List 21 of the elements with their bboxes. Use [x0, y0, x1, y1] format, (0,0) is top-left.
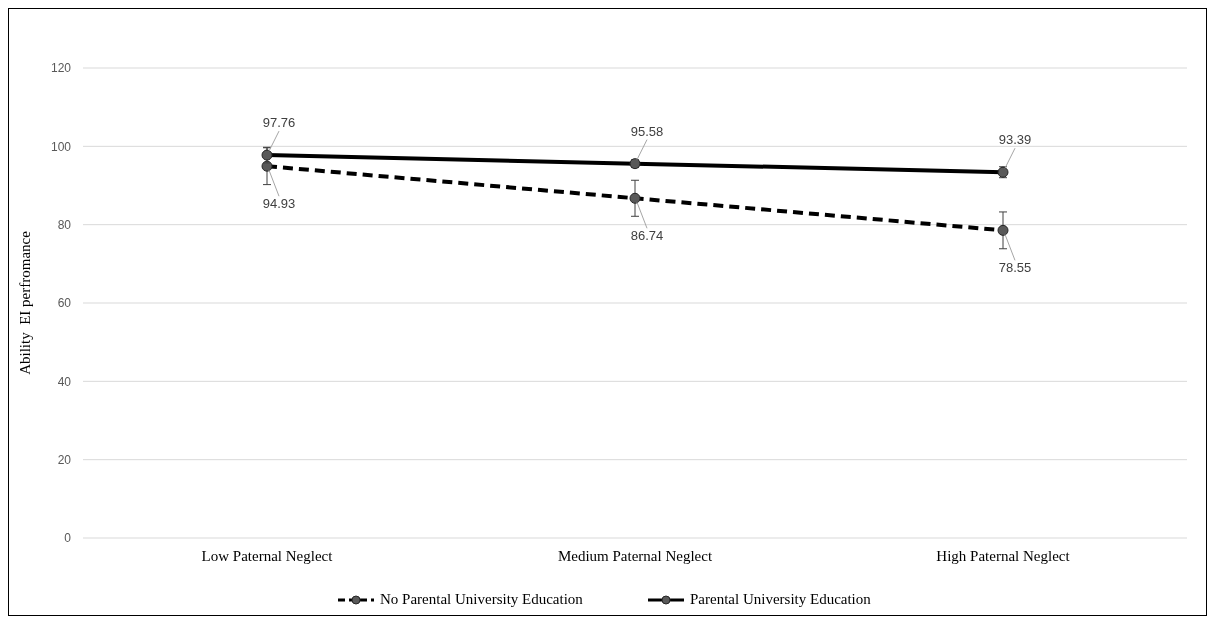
y-tick-label: 80: [57, 217, 72, 232]
data-label: 78.55: [998, 260, 1032, 276]
legend-label: No Parental University Education: [380, 591, 584, 607]
x-tick-label: Low Paternal Neglect: [201, 548, 334, 564]
point: [997, 224, 1009, 236]
point: [629, 192, 641, 204]
y-tick-label: 40: [57, 374, 72, 389]
data-label: 95.58: [630, 123, 664, 139]
data-label: 93.39: [998, 132, 1032, 148]
data-label: 94.93: [262, 196, 296, 212]
legend-label: Parental University Education: [690, 591, 872, 607]
y-tick-label: 100: [50, 139, 72, 154]
y-tick-label: 0: [64, 531, 72, 546]
y-tick-label: 60: [57, 296, 72, 311]
y-axis-title: Ability EI perfromance: [17, 230, 33, 375]
data-label: 97.76: [262, 115, 296, 131]
x-tick-label: Medium Paternal Neglect: [557, 548, 713, 564]
x-tick-label: High Paternal Neglect: [936, 548, 1071, 564]
y-tick-label: 120: [50, 61, 72, 76]
y-tick-label: 20: [57, 452, 72, 467]
data-label: 86.74: [630, 228, 664, 244]
